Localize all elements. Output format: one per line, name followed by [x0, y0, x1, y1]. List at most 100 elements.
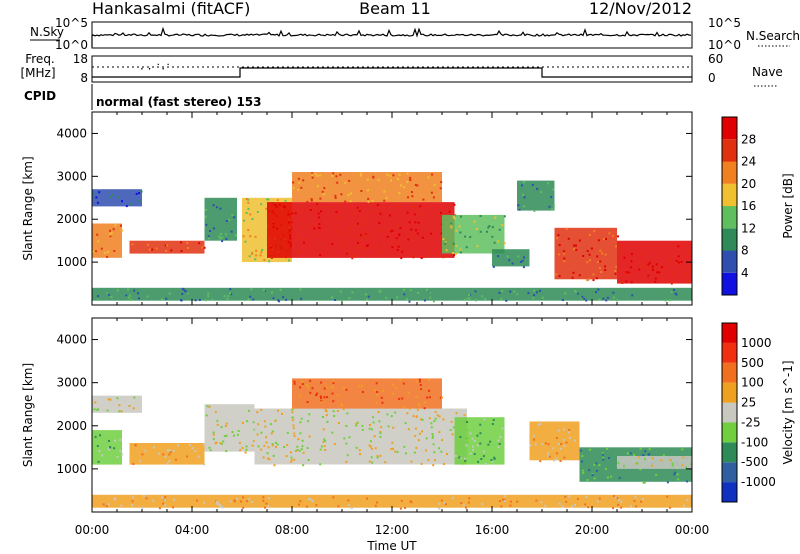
velocity-panel-speckle	[544, 442, 547, 445]
velocity-panel-speckle	[272, 454, 275, 457]
power-panel-speckle	[416, 232, 419, 235]
power-panel-colorbar-tick-3: 16	[741, 199, 756, 213]
power-panel-speckle	[130, 202, 133, 205]
velocity-panel-speckle	[319, 463, 322, 466]
power-panel-speckle	[344, 200, 347, 203]
power-panel-speckle	[311, 176, 314, 179]
power-panel-speckle	[310, 198, 313, 201]
velocity-panel-speckle	[465, 444, 468, 447]
power-panel-speckle	[627, 248, 630, 251]
power-panel-speckle	[397, 245, 400, 248]
power-panel-speckle	[351, 257, 354, 260]
power-panel-speckle	[488, 225, 491, 228]
power-panel-speckle	[309, 209, 312, 211]
velocity-panel-speckle	[372, 421, 375, 424]
velocity-panel-speckle	[186, 455, 189, 458]
velocity-panel-speckle	[541, 443, 544, 446]
power-panel-speckle	[359, 172, 362, 175]
power-panel-speckle	[498, 228, 501, 231]
velocity-panel-speckle	[142, 494, 145, 497]
velocity-panel-speckle	[379, 430, 382, 433]
power-panel-speckle	[481, 295, 484, 298]
velocity-panel-speckle	[368, 444, 371, 447]
velocity-panel-speckle	[292, 419, 295, 422]
velocity-panel-speckle	[579, 449, 582, 452]
velocity-panel-speckle	[432, 464, 435, 467]
velocity-panel-speckle	[225, 450, 228, 453]
power-panel-speckle	[688, 279, 690, 282]
velocity-panel-speckle	[331, 392, 334, 395]
velocity-panel-speckle	[601, 453, 604, 456]
velocity-panel-speckle	[565, 441, 568, 444]
power-panel-speckle	[423, 299, 426, 302]
power-panel-speckle	[414, 184, 417, 186]
power-panel-speckle	[386, 235, 389, 238]
velocity-panel-speckle	[311, 387, 314, 390]
velocity-panel-speckle	[114, 439, 117, 442]
velocity-panel-speckle	[471, 445, 474, 448]
velocity-panel-speckle	[208, 446, 211, 449]
velocity-panel-speckle	[540, 501, 543, 504]
power-panel-speckle	[180, 241, 182, 244]
velocity-panel-speckle	[606, 447, 609, 450]
power-panel-speckle	[453, 217, 456, 220]
velocity-panel-speckle	[380, 426, 383, 429]
power-panel-speckle	[376, 204, 379, 207]
x-tick-label-3: 12:00	[375, 523, 410, 537]
power-panel-speckle	[251, 218, 254, 220]
x-tick-label-2: 08:00	[275, 523, 310, 537]
velocity-panel-speckle	[296, 445, 299, 448]
velocity-panel-speckle	[233, 434, 235, 437]
power-panel-speckle	[366, 178, 369, 181]
velocity-panel-speckle	[263, 420, 266, 423]
power-panel-speckle	[356, 206, 359, 209]
power-panel-colorbar-label: Power [dB]	[781, 173, 795, 238]
power-panel-speckle	[411, 239, 414, 242]
velocity-panel-speckle	[491, 460, 494, 463]
x-tick-label-1: 04:00	[175, 523, 210, 537]
velocity-panel-speckle	[99, 434, 101, 437]
power-panel-speckle	[379, 229, 382, 232]
velocity-panel-speckle	[626, 452, 629, 455]
power-panel-speckle	[109, 229, 111, 232]
velocity-panel-speckle	[296, 449, 299, 451]
power-panel-speckle	[106, 255, 109, 258]
velocity-panel-speckle	[299, 395, 301, 398]
power-panel-speckle	[400, 184, 403, 187]
velocity-panel-speckle	[427, 459, 430, 462]
power-panel-speckle	[293, 211, 296, 214]
velocity-panel-colorbar-tick-4: -25	[741, 415, 761, 429]
power-panel-speckle	[205, 299, 207, 302]
velocity-panel-speckle	[468, 497, 471, 500]
power-panel-speckle	[605, 299, 608, 302]
velocity-panel-speckle	[169, 451, 172, 454]
power-panel-speckle	[234, 234, 237, 237]
velocity-panel-speckle	[415, 416, 418, 418]
power-panel-speckle	[453, 254, 455, 257]
power-panel-speckle	[388, 214, 391, 217]
velocity-panel-speckle	[286, 444, 289, 446]
power-panel-speckle	[408, 221, 411, 224]
velocity-panel-speckle	[118, 410, 121, 413]
power-panel-colorbar-tick-6: 28	[741, 132, 756, 146]
velocity-panel-speckle	[120, 410, 123, 413]
power-panel-speckle	[531, 183, 534, 186]
velocity-panel-speckle	[404, 422, 407, 425]
power-panel-colorbar-swatch-4	[722, 183, 737, 207]
power-panel-speckle	[491, 235, 494, 238]
power-panel-speckle	[186, 292, 189, 295]
velocity-panel-speckle	[345, 442, 348, 445]
power-panel-speckle	[618, 243, 621, 246]
velocity-panel-speckle	[113, 447, 116, 450]
velocity-panel-speckle	[467, 501, 470, 504]
velocity-panel-speckle	[233, 500, 236, 503]
power-panel-speckle	[225, 238, 228, 241]
power-panel-speckle	[271, 291, 273, 294]
power-panel-speckle	[487, 226, 490, 229]
velocity-panel-colorbar-swatch-0	[722, 482, 737, 502]
power-panel-speckle	[606, 296, 609, 299]
power-panel-speckle	[302, 238, 305, 241]
velocity-panel-speckle	[449, 429, 452, 431]
velocity-panel-speckle	[290, 459, 293, 462]
power-panel-speckle	[604, 265, 607, 268]
